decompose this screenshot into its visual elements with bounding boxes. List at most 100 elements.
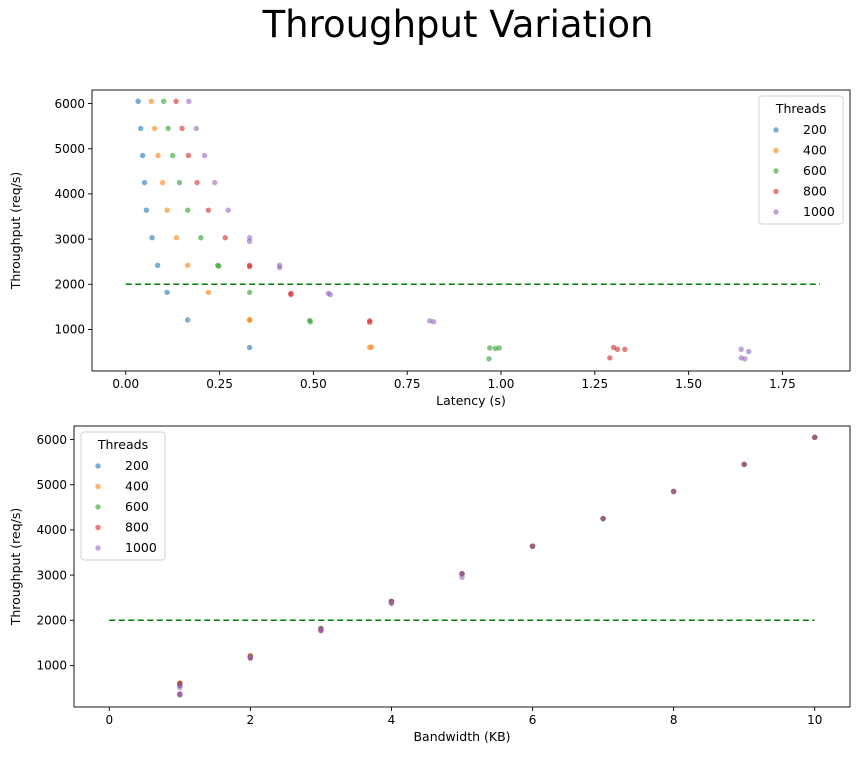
x-tick-label: 10	[807, 713, 822, 727]
data-point	[487, 345, 493, 351]
data-point	[194, 179, 200, 186]
data-point	[529, 543, 536, 549]
legend-marker	[773, 147, 779, 154]
y-tick-label: 6000	[54, 97, 85, 111]
data-point	[622, 346, 628, 353]
axes-frame	[91, 89, 851, 372]
series-1000	[186, 98, 752, 362]
legend-entry: 200	[803, 122, 827, 137]
x-tick-label: 1.75	[769, 377, 796, 391]
figure-title: Throughput Variation	[262, 3, 654, 46]
data-point	[222, 235, 228, 241]
data-point	[155, 152, 161, 159]
data-point	[173, 98, 179, 104]
data-point	[738, 346, 744, 353]
data-point	[193, 125, 200, 132]
x-tick-label: 1.00	[488, 377, 515, 391]
series-800	[173, 98, 628, 361]
y-axis-label: Throughput (req/s)	[8, 508, 23, 627]
data-point	[496, 345, 502, 351]
data-point	[169, 152, 176, 159]
data-point	[246, 316, 253, 323]
data-point	[742, 356, 748, 362]
data-point	[138, 125, 144, 132]
data-point	[812, 434, 818, 440]
axes-frame	[73, 425, 851, 708]
legend-entry: 800	[125, 520, 149, 535]
data-point	[177, 684, 183, 691]
y-tick-label: 2000	[54, 278, 85, 292]
data-point	[459, 574, 465, 581]
x-tick-label: 0.75	[394, 377, 421, 391]
data-point	[177, 692, 183, 698]
data-point	[160, 98, 167, 104]
data-point	[246, 289, 253, 296]
series-200	[135, 98, 253, 351]
series-400	[177, 434, 818, 687]
data-point	[184, 207, 191, 213]
data-point	[159, 179, 166, 186]
legend-marker	[95, 463, 101, 469]
x-tick-label: 0	[105, 713, 113, 727]
data-point	[366, 319, 373, 325]
data-point	[205, 289, 212, 296]
y-tick-label: 6000	[36, 433, 67, 447]
y-tick-label: 3000	[36, 568, 67, 582]
x-axis-label: Bandwidth (KB)	[413, 729, 510, 744]
x-tick-label: 2	[247, 713, 255, 727]
legend-marker	[95, 524, 101, 531]
data-point	[205, 207, 212, 213]
data-point	[607, 355, 613, 361]
legend-marker	[773, 209, 779, 215]
data-point	[388, 600, 395, 607]
legend: Threads 200 400 600 800 1000	[80, 431, 166, 561]
data-point	[143, 207, 150, 213]
data-point	[164, 289, 170, 296]
data-point	[151, 125, 158, 132]
legend-marker	[95, 504, 101, 510]
y-tick-label: 4000	[36, 523, 67, 537]
data-point	[318, 627, 324, 634]
data-point	[670, 488, 677, 495]
data-point	[198, 235, 204, 241]
y-axis-label: Throughput (req/s)	[8, 172, 23, 291]
legend-marker	[773, 127, 779, 133]
data-point	[276, 264, 283, 271]
x-tick-label: 4	[388, 713, 396, 727]
series-800	[177, 434, 818, 697]
data-point	[179, 125, 185, 132]
data-point	[139, 152, 146, 159]
legend-marker	[773, 188, 779, 195]
data-point	[216, 263, 222, 269]
data-point	[430, 319, 437, 325]
y-tick-label: 4000	[54, 187, 85, 201]
data-point	[184, 262, 191, 268]
legend-entry: 400	[803, 143, 827, 158]
data-point	[185, 152, 192, 159]
series-1000	[177, 434, 818, 698]
y-tick-label: 5000	[36, 478, 67, 492]
y-tick-label: 1000	[36, 659, 67, 673]
data-point	[149, 235, 155, 241]
legend-entry: 400	[125, 479, 149, 494]
data-point	[201, 152, 208, 159]
legend-marker	[95, 483, 101, 490]
series-400	[148, 98, 375, 351]
x-tick-label: 8	[670, 713, 678, 727]
data-point	[141, 179, 148, 186]
y-tick-label: 3000	[54, 232, 85, 246]
legend-entry: 600	[125, 499, 149, 514]
data-point	[745, 348, 752, 355]
data-point	[135, 98, 141, 104]
legend-marker	[95, 545, 101, 551]
series-600	[177, 434, 818, 698]
data-point	[247, 655, 254, 661]
x-tick-label: 1.25	[581, 377, 608, 391]
legend-marker	[773, 168, 779, 174]
legend-title: Threads	[97, 437, 148, 452]
data-point	[246, 263, 253, 270]
legend: Threads 200 400 600 800 1000	[758, 95, 844, 225]
y-tick-label: 2000	[36, 614, 67, 628]
data-point	[186, 98, 192, 104]
